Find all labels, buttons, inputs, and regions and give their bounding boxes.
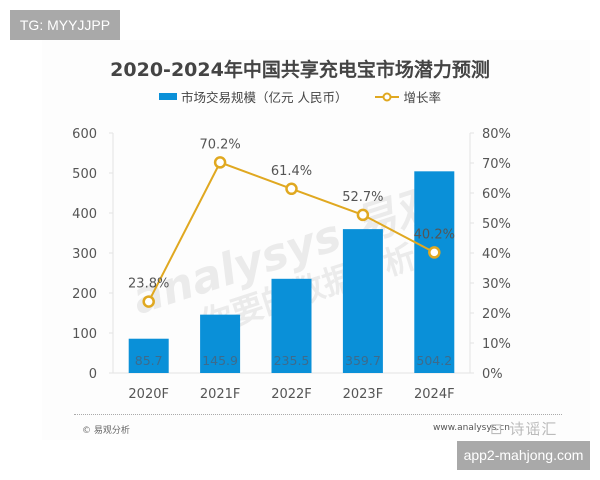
- bar: [342, 229, 383, 373]
- left-axis: 0 100 200 300 400 500 600: [72, 127, 113, 382]
- top-watermark-tag: TG: MYYJJPP: [10, 10, 120, 40]
- growth-value-label: 52.7%: [342, 190, 383, 205]
- bar-series: 85.7 145.9 235.5 359.7 504.2: [128, 171, 455, 373]
- line-marker-icon: [375, 92, 400, 101]
- growth-value-label: 23.8%: [128, 277, 169, 292]
- bar: [128, 338, 169, 373]
- right-tick-label: 0%: [482, 367, 503, 382]
- footer-divider: [74, 414, 562, 415]
- line-series: 23.8% 70.2% 61.4% 52.7% 40.2%: [128, 137, 455, 308]
- legend-item-line: 增长率: [375, 87, 441, 106]
- bar-value-label: 85.7: [135, 353, 163, 368]
- chart-title: 2020-2024年中国共享充电宝市场潜力预测: [110, 59, 490, 81]
- footer-url: www.analysys.cn: [433, 423, 510, 433]
- x-axis: 2020F 2021F 2022F 2023F 2024F: [128, 387, 454, 402]
- left-tick-label: 100: [72, 327, 97, 342]
- chart-legend: 市场交易规模（亿元 人民币） 增长率: [0, 87, 600, 106]
- legend-label-bar: 市场交易规模（亿元 人民币）: [181, 90, 348, 105]
- left-tick-label: 200: [72, 287, 97, 302]
- bar-value-label: 145.9: [202, 353, 238, 368]
- left-tick-label: 500: [72, 167, 97, 182]
- growth-value-label: 40.2%: [414, 227, 455, 242]
- right-tick-label: 80%: [482, 127, 511, 142]
- line-marker-icon: [285, 182, 298, 196]
- x-tick-label: 2021F: [200, 387, 241, 402]
- line-marker-icon: [142, 295, 155, 308]
- bar: [271, 278, 312, 373]
- bar-value-label: 504.2: [416, 353, 452, 368]
- growth-value-label: 61.4%: [271, 164, 312, 179]
- line-marker-icon: [428, 246, 441, 259]
- left-tick-label: 0: [89, 367, 97, 382]
- bar-value-label: 235.5: [274, 353, 310, 368]
- line-marker-icon: [356, 208, 370, 222]
- left-tick-label: 300: [72, 247, 97, 262]
- x-tick-label: 2023F: [343, 387, 384, 402]
- x-tick-label: 2022F: [271, 387, 312, 402]
- bar-value-label: 359.7: [345, 353, 381, 368]
- legend-item-bar: 市场交易规模（亿元 人民币）: [159, 87, 347, 106]
- growth-value-label: 70.2%: [199, 137, 240, 152]
- right-tick-label: 70%: [482, 157, 511, 172]
- right-tick-label: 30%: [482, 277, 511, 292]
- left-tick-label: 600: [72, 127, 97, 142]
- bar: [200, 314, 241, 373]
- badge-watermark: ⊡ 诗谣汇: [490, 420, 558, 438]
- right-tick-label: 20%: [482, 307, 511, 322]
- footer-source: © 易观分析: [82, 426, 130, 436]
- bar-swatch-icon: [159, 93, 177, 100]
- right-tick-label: 60%: [482, 187, 511, 202]
- x-tick-label: 2020F: [128, 387, 169, 402]
- line-marker-icon: [213, 156, 227, 169]
- legend-label-line: 增长率: [403, 90, 441, 105]
- left-tick-label: 400: [72, 207, 97, 222]
- x-tick-label: 2024F: [414, 387, 455, 402]
- right-tick-label: 40%: [482, 247, 511, 262]
- bottom-watermark-tag: app2-mahjong.com: [457, 441, 590, 470]
- right-axis: 0% 10% 20% 30% 40% 50% 60% 70% 80%: [470, 127, 511, 382]
- right-tick-label: 50%: [482, 217, 511, 232]
- right-tick-label: 10%: [482, 337, 511, 352]
- bar: [414, 171, 455, 373]
